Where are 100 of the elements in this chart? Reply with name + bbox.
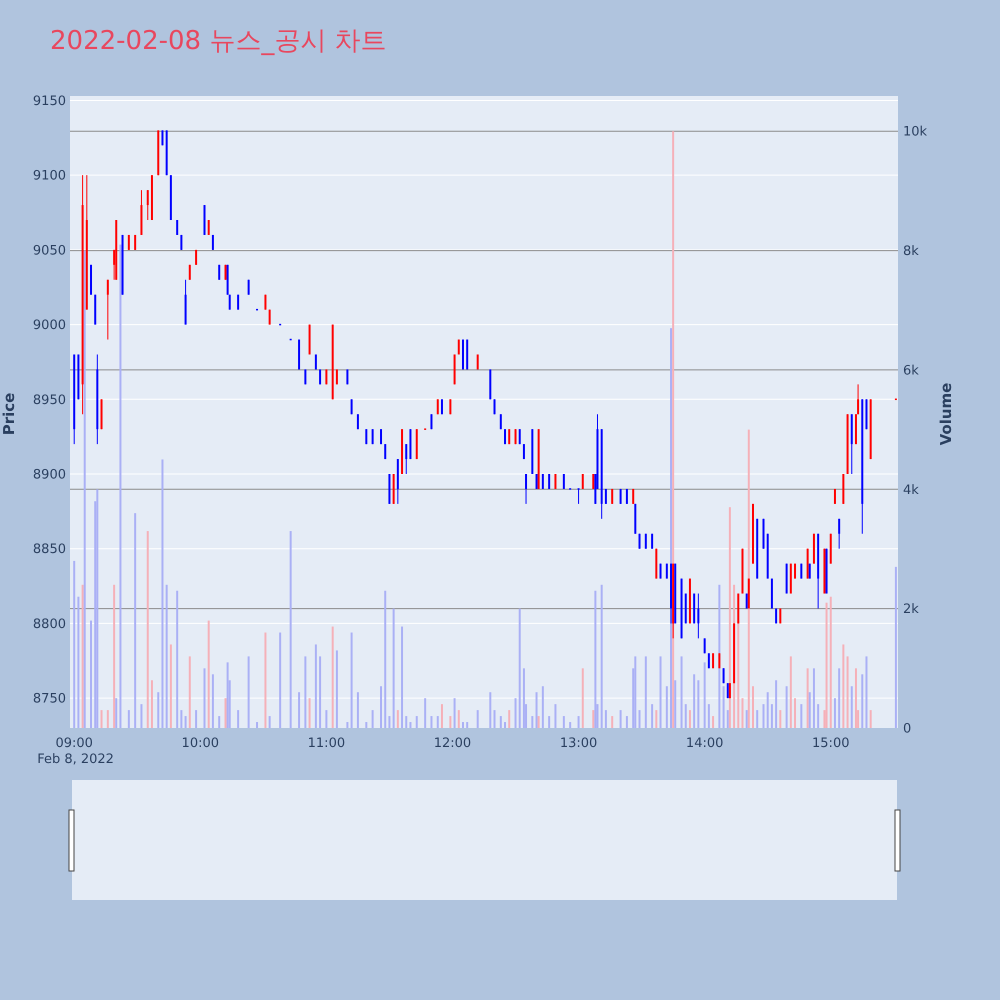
candlestick: [304, 368, 306, 385]
y-tick-label: 8900: [32, 468, 66, 483]
candlestick: [834, 488, 836, 504]
x-tick-label: 10:00: [182, 736, 220, 751]
candlestick: [380, 428, 382, 445]
x-tick-label: 13:00: [560, 736, 598, 751]
bar: [838, 668, 840, 728]
bar: [462, 722, 464, 728]
bar: [106, 710, 109, 728]
candlestick: [808, 563, 811, 580]
bar: [861, 674, 864, 728]
bar: [865, 656, 868, 728]
bar: [424, 698, 426, 728]
bar: [405, 716, 408, 728]
bar: [812, 668, 815, 728]
y-tick-label: 9050: [32, 243, 66, 258]
bar: [184, 716, 187, 728]
bar: [279, 632, 282, 728]
candlestick: [264, 294, 266, 310]
candlestick: [508, 428, 510, 445]
candlestick: [626, 488, 628, 504]
bar: [790, 656, 792, 728]
candlestick: [176, 220, 178, 236]
bar: [594, 590, 596, 728]
bar: [476, 710, 479, 728]
bar: [834, 698, 836, 728]
candlestick: [592, 474, 594, 490]
bar: [638, 710, 641, 728]
y-axis-title: Price: [0, 392, 18, 436]
bar: [180, 710, 182, 728]
bar: [308, 698, 311, 728]
bar: [634, 656, 636, 728]
candlestick: [476, 354, 479, 370]
candlestick: [746, 593, 748, 609]
candlestick: [146, 190, 149, 221]
x-tick-label: 12:00: [434, 736, 472, 751]
bar: [256, 722, 258, 728]
bar: [336, 650, 338, 728]
bar: [170, 644, 172, 728]
y-tick-label: 8850: [32, 542, 66, 558]
candlestick: [134, 234, 136, 250]
bar: [380, 686, 382, 728]
y2-axis-title: Volume: [937, 382, 955, 446]
bar: [870, 710, 872, 728]
bar: [430, 716, 432, 728]
bar: [666, 686, 668, 728]
bar: [857, 710, 860, 728]
bar: [688, 710, 691, 728]
candlestick: [365, 428, 368, 445]
bar: [195, 710, 198, 728]
candlestick: [458, 339, 460, 355]
candlestick: [838, 518, 840, 550]
bar: [458, 710, 460, 728]
bar: [536, 692, 538, 728]
chart-title: 2022-02-08 뉴스_공시 차트: [50, 26, 387, 56]
candlestick: [405, 444, 408, 475]
bar: [166, 584, 168, 728]
candlestick: [384, 444, 386, 460]
bar: [779, 710, 782, 728]
bar: [128, 710, 130, 728]
bar: [569, 722, 572, 728]
bar: [113, 584, 116, 728]
bar: [454, 698, 456, 728]
candlestick: [514, 428, 517, 445]
candlestick: [268, 309, 271, 326]
bar: [489, 692, 492, 728]
bar: [611, 716, 614, 728]
bar: [440, 704, 443, 728]
bar: [531, 716, 534, 728]
bar: [518, 608, 521, 728]
bar: [620, 710, 622, 728]
bar: [372, 710, 374, 728]
candlestick: [554, 474, 556, 490]
bar: [582, 668, 584, 728]
bar: [800, 704, 802, 728]
bar: [248, 656, 250, 728]
bar: [651, 704, 654, 728]
candlestick: [336, 368, 338, 385]
bar: [332, 626, 334, 728]
bar: [604, 710, 607, 728]
candlestick: [542, 474, 544, 490]
candlestick: [800, 563, 802, 580]
x-tick-label: 15:00: [812, 736, 850, 751]
bar: [842, 644, 844, 728]
candlestick: [325, 368, 328, 385]
bar: [134, 513, 136, 728]
bar: [119, 244, 122, 728]
bar: [325, 710, 328, 728]
bar: [140, 704, 142, 728]
bar: [384, 590, 386, 728]
bar: [728, 507, 731, 728]
candlestick: [113, 249, 116, 280]
bar: [346, 722, 348, 728]
bar: [500, 716, 502, 728]
bar: [150, 680, 153, 728]
bar: [356, 692, 359, 728]
bar: [449, 716, 452, 728]
bar: [626, 716, 628, 728]
bar: [176, 590, 178, 728]
y2-tick-label: 4k: [903, 482, 920, 498]
